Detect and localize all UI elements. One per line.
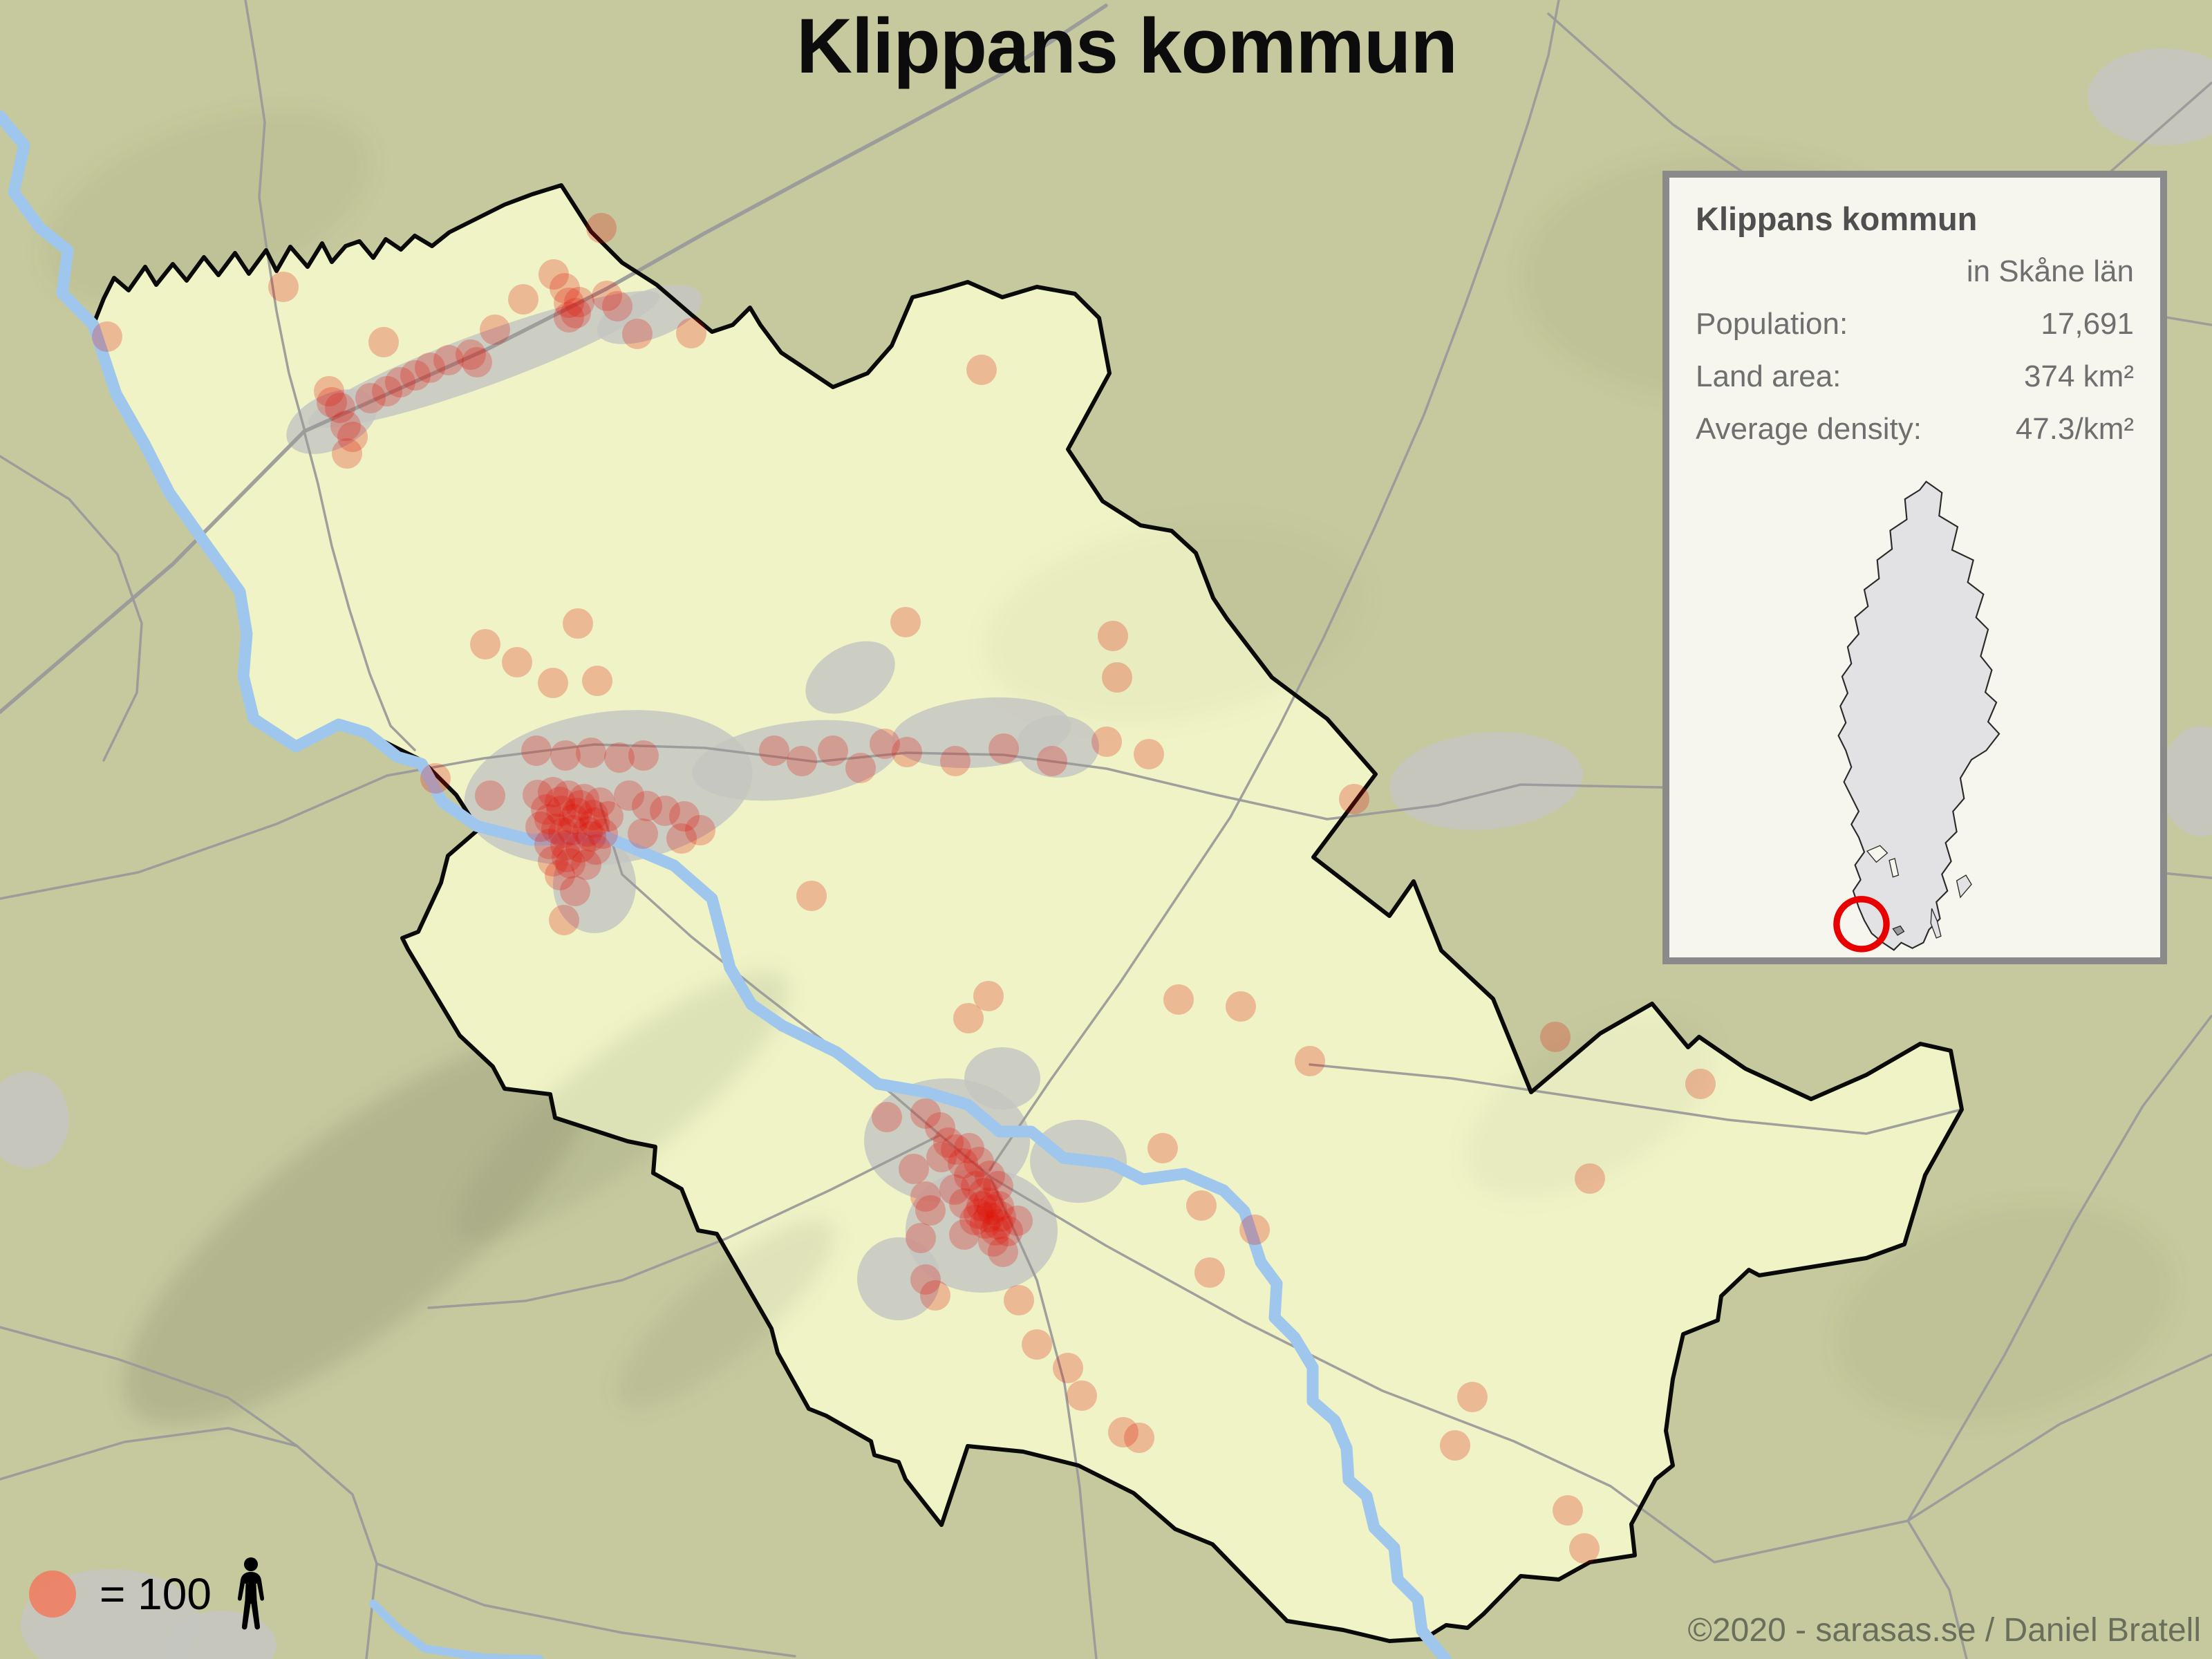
municipality-boundary <box>91 183 1964 1643</box>
urban-areas <box>0 48 2212 1659</box>
person-icon <box>237 1557 264 1630</box>
lake-vanern <box>1866 845 1888 863</box>
oland-island <box>1930 908 1942 939</box>
info-row-population: Population: 17,691 <box>1696 307 2134 341</box>
info-box-region: in Skåne län <box>1966 254 2134 288</box>
land-area-value: 374 km² <box>2024 359 2134 393</box>
info-row-land-area: Land area: 374 km² <box>1696 359 2134 394</box>
sweden-inset <box>1696 474 2134 958</box>
land-area-label: Land area: <box>1696 359 1841 393</box>
legend-label: = 100 <box>100 1569 212 1619</box>
population-dots <box>92 213 1716 1564</box>
population-label: Population: <box>1696 307 1848 341</box>
copyright-text: ©2020 - sarasas.se / Daniel Bratell <box>1687 1612 2201 1649</box>
info-row-density: Average density: 47.3/km² <box>1696 412 2134 447</box>
lake-vattern <box>1888 858 1899 878</box>
population-value: 17,691 <box>2041 307 2134 341</box>
info-box-title: Klippans kommun <box>1696 200 1978 237</box>
sweden-outline <box>1837 480 2000 951</box>
gotland-island <box>1956 874 1972 899</box>
sweden-map-icon <box>1833 480 2000 953</box>
info-box: Klippans kommun in Skåne län Population:… <box>1662 171 2167 964</box>
density-label: Average density: <box>1696 412 1922 446</box>
kommun-location-shape <box>1891 925 1904 936</box>
location-circle-icon <box>1833 896 1890 953</box>
density-value: 47.3/km² <box>2015 412 2134 446</box>
population-dot-icon <box>29 1571 76 1618</box>
municipality-area <box>93 185 1962 1641</box>
rivers <box>0 110 1452 1659</box>
map-legend: = 100 <box>29 1553 267 1635</box>
terrain-hillshade-inner <box>455 521 1715 1408</box>
page-title: Klippans kommun <box>796 3 1458 89</box>
